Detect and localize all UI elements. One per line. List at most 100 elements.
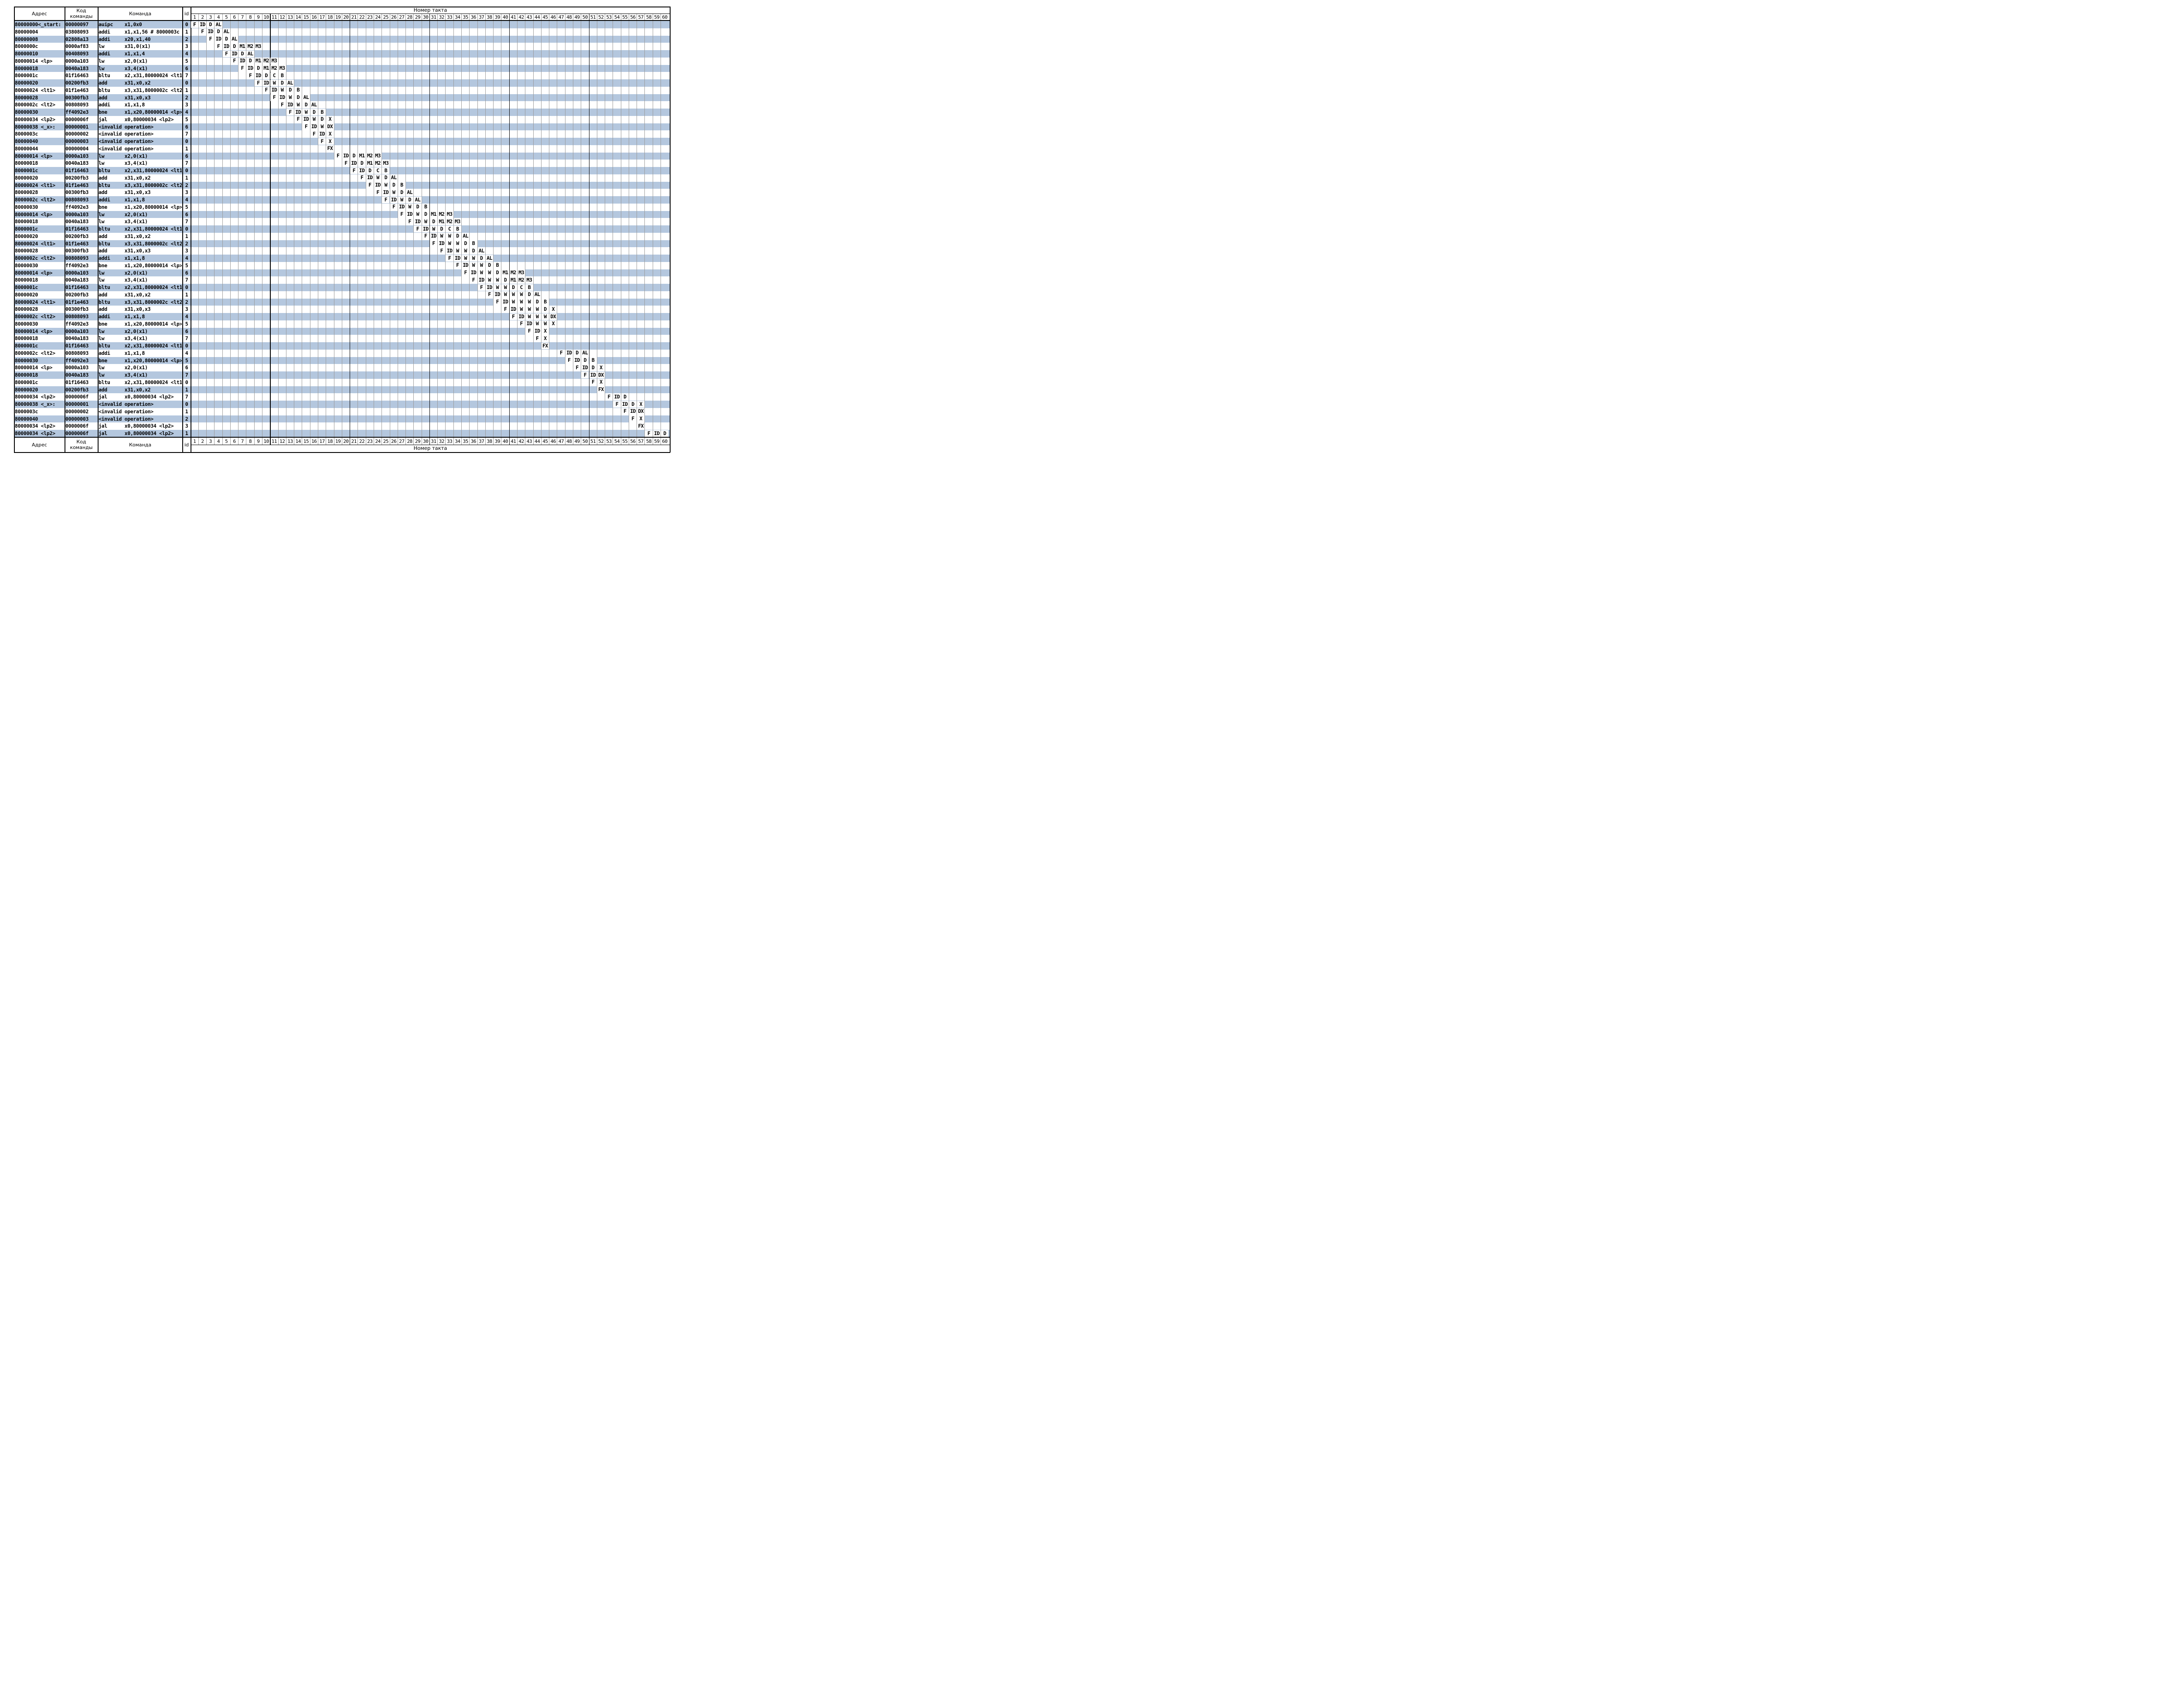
row-command: jal x0,80000034 <lp2> bbox=[99, 430, 174, 436]
row-command: lw x3,4(x1) bbox=[99, 65, 148, 71]
pipeline-stage: AL bbox=[390, 174, 398, 181]
row-id: 4 bbox=[185, 109, 188, 115]
row-id: 5 bbox=[185, 116, 188, 122]
row-address: 80000018 bbox=[15, 218, 38, 225]
pipeline-stage: ID bbox=[501, 299, 509, 306]
clock-number: 30 bbox=[423, 14, 429, 20]
row-code: 03808093 bbox=[65, 28, 89, 35]
pipeline-stage: D bbox=[453, 233, 461, 240]
row-code: 01f16463 bbox=[65, 284, 89, 290]
row-id: 7 bbox=[185, 218, 188, 225]
pipeline-stage: AL bbox=[462, 233, 470, 240]
pipeline-stage: W bbox=[374, 174, 382, 181]
pipeline-stage: W bbox=[406, 204, 414, 211]
row-command: lw x2,0(x1) bbox=[99, 269, 148, 276]
row-address: 80000000<_start: bbox=[15, 21, 61, 27]
pipeline-stage: F bbox=[278, 101, 286, 109]
row-id: 6 bbox=[185, 123, 188, 130]
clock-number: 60 bbox=[662, 14, 668, 20]
pipeline-stage: B bbox=[278, 72, 286, 79]
row-address: 80000020 bbox=[15, 291, 38, 298]
row-address: 8000000c bbox=[15, 43, 38, 50]
pipeline-stage: D bbox=[222, 36, 230, 43]
pipeline-stage: ID bbox=[422, 225, 429, 233]
pipeline-stage: M1 bbox=[429, 211, 438, 218]
row-id: 6 bbox=[185, 269, 188, 276]
clock-number: 19 bbox=[335, 14, 341, 20]
row-code: 0040a183 bbox=[65, 277, 89, 283]
pipeline-stage: W bbox=[533, 320, 541, 327]
pipeline-stage: X bbox=[541, 328, 549, 335]
row-id: 2 bbox=[185, 415, 188, 422]
clock-number: 25 bbox=[383, 14, 389, 20]
row-id: 1 bbox=[185, 430, 188, 436]
row-command: bltu x2,x31,80000024 <lt1> bbox=[99, 226, 182, 232]
clock-gridline bbox=[413, 14, 414, 437]
header-command: Команда bbox=[129, 10, 152, 17]
row-address: 80000034 <lp2> bbox=[15, 423, 55, 429]
clock-number: 8 bbox=[249, 438, 252, 444]
table-border bbox=[182, 7, 183, 453]
pipeline-stage: F bbox=[494, 299, 501, 306]
pipeline-stage: F bbox=[629, 415, 637, 422]
pipeline-stage: M2 bbox=[446, 218, 453, 225]
clock-gridline bbox=[278, 14, 279, 437]
row-address: 80000030 bbox=[15, 204, 38, 210]
pipeline-stage: ID bbox=[462, 262, 470, 269]
row-command: addi x1,x1,8 bbox=[99, 313, 145, 320]
pipeline-stage: F bbox=[517, 320, 525, 327]
pipeline-stage: ID bbox=[509, 306, 517, 313]
pipeline-stage: F bbox=[525, 328, 533, 335]
row-id: 6 bbox=[185, 328, 188, 334]
row-command: add x31,x0,x2 bbox=[99, 386, 151, 393]
clock-number: 35 bbox=[463, 14, 469, 20]
row-code: 00000003 bbox=[65, 138, 89, 144]
row-address: 8000003c bbox=[15, 131, 38, 137]
clock-number: 56 bbox=[630, 14, 636, 20]
clock-gridline bbox=[644, 14, 645, 437]
clock-number: 7 bbox=[241, 14, 244, 20]
pipeline-stage: X bbox=[549, 306, 557, 313]
row-id: 0 bbox=[185, 80, 188, 86]
row-code: 00808093 bbox=[65, 255, 89, 261]
pipeline-stage: W bbox=[525, 306, 533, 313]
row-command: <invalid operation> bbox=[99, 145, 153, 152]
row-address: 80000030 bbox=[15, 262, 38, 269]
clock-number: 14 bbox=[295, 14, 301, 20]
clock-number: 50 bbox=[582, 438, 588, 444]
pipeline-stage: B bbox=[541, 299, 549, 306]
pipeline-stage: M2 bbox=[262, 58, 270, 65]
row-address: 80000030 bbox=[15, 109, 38, 115]
pipeline-stage: ID bbox=[366, 174, 374, 181]
row-code: 00200fb3 bbox=[65, 291, 89, 298]
clock-number: 47 bbox=[558, 14, 564, 20]
pipeline-stage: AL bbox=[246, 50, 254, 58]
pipeline-stage: B bbox=[453, 225, 461, 233]
pipeline-stage: FX bbox=[637, 422, 645, 430]
pipeline-stage: ID bbox=[485, 284, 494, 291]
clock-number: 30 bbox=[423, 438, 429, 444]
row-id: 4 bbox=[185, 313, 188, 320]
pipeline-stage: W bbox=[446, 233, 453, 240]
pipeline-stage: D bbox=[207, 21, 215, 28]
pipeline-stage: F bbox=[446, 255, 453, 262]
row-address: 8000001c bbox=[15, 72, 38, 79]
pipeline-stage: F bbox=[382, 196, 390, 204]
row-id: 6 bbox=[185, 153, 188, 159]
row-address: 80000020 bbox=[15, 174, 38, 181]
row-code: 00300fb3 bbox=[65, 94, 89, 101]
pipeline-stage: W bbox=[501, 284, 509, 291]
pipeline-stage: ID bbox=[525, 320, 533, 327]
clock-gridline bbox=[541, 14, 542, 437]
row-command: bltu x3,x31,8000002c <lt2> bbox=[99, 87, 182, 93]
pipeline-stage: AL bbox=[533, 291, 541, 298]
pipeline-stage: F bbox=[509, 313, 517, 320]
pipeline-stage: M2 bbox=[374, 160, 382, 167]
row-code: 0000a103 bbox=[65, 211, 89, 218]
row-id: 4 bbox=[185, 51, 188, 57]
row-address: 80000018 bbox=[15, 160, 38, 167]
row-address: 80000040 bbox=[15, 415, 38, 422]
pipeline-stage: ID bbox=[207, 28, 215, 35]
pipeline-stage: W bbox=[525, 299, 533, 306]
row-address: 8000002c <lt2> bbox=[15, 313, 55, 320]
